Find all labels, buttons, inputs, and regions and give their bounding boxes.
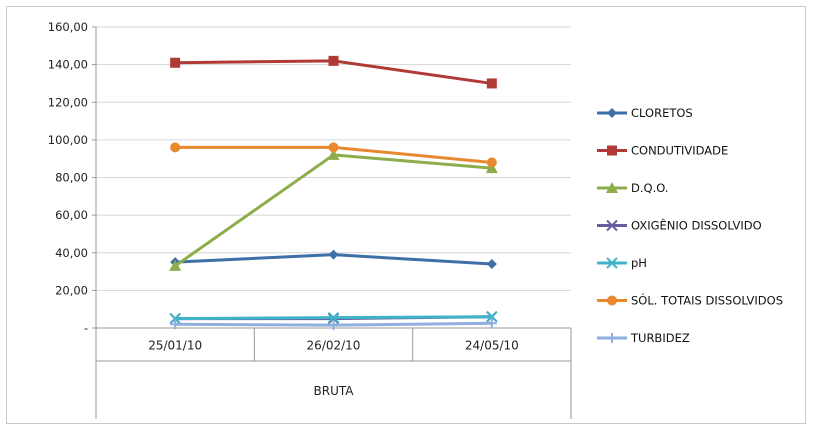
data-point [170, 57, 181, 68]
legend-item: CONDUTIVIDADE [597, 144, 728, 158]
x-category-label: 24/05/10 [465, 339, 519, 353]
data-point [485, 162, 498, 174]
data-point [169, 259, 182, 271]
legend-marker [607, 333, 617, 343]
y-tick-label: 40,00 [55, 246, 88, 260]
legend-marker [606, 182, 618, 193]
series-lines [169, 55, 498, 331]
data-point [328, 320, 339, 331]
legend-label: pH [631, 256, 647, 270]
data-point [328, 142, 339, 153]
line-chart: - 20,00 40,00 60,00 80,00 100,00 120,00 140,00 1… [48, 20, 783, 419]
series-6 [170, 318, 497, 331]
legend-item: TURBIDEZ [597, 331, 690, 345]
legend: CLORETOS CONDUTIVIDADE D.Q.O. OXIGÊNIO DISS… [597, 106, 783, 345]
data-point [328, 249, 339, 260]
legend-label: OXIGÊNIO DISSOLVIDO [631, 218, 762, 233]
axes [92, 26, 572, 419]
y-tick-label: 60,00 [55, 208, 88, 222]
data-point [327, 311, 340, 324]
data-point [328, 55, 339, 66]
legend-marker [607, 145, 617, 156]
legend-marker [606, 219, 618, 232]
legend-item: D.Q.O. [597, 181, 668, 195]
series-1 [170, 55, 497, 89]
data-point [486, 78, 497, 89]
y-tick-label: 100,00 [48, 133, 88, 147]
chart-frame: - 20,00 40,00 60,00 80,00 100,00 120,00 140,00 1… [6, 6, 806, 424]
data-point [486, 259, 497, 270]
x-category-label: 26/02/10 [307, 339, 361, 353]
y-tick-label: 140,00 [48, 58, 88, 72]
legend-marker [606, 257, 618, 269]
legend-item: OXIGÊNIO DISSOLVIDO [597, 218, 762, 233]
legend-item: CLORETOS [597, 106, 693, 120]
data-point [486, 311, 498, 323]
legend-label: SÓL. TOTAIS DISSOLVIDOS [631, 293, 783, 308]
legend-item: SÓL. TOTAIS DISSOLVIDOS [597, 293, 783, 308]
series-2 [169, 148, 498, 271]
y-tick-label: - [84, 321, 88, 335]
y-axis-ticks: - 20,00 40,00 60,00 80,00 100,00 120,00 140,00 1… [48, 20, 88, 335]
x-group-label: BRUTA [314, 384, 355, 398]
data-point [170, 319, 181, 330]
legend-label: TURBIDEZ [630, 331, 690, 345]
x-category-label: 25/01/10 [148, 339, 202, 353]
x-axis-categories: 25/01/10 26/02/10 24/05/10 BRUTA [148, 339, 519, 399]
y-tick-label: 160,00 [48, 20, 88, 34]
legend-marker [607, 108, 617, 118]
data-point [486, 157, 497, 168]
legend-label: D.Q.O. [631, 181, 668, 195]
series-line [174, 153, 492, 268]
y-tick-label: 20,00 [55, 283, 88, 297]
series-4 [169, 311, 498, 325]
data-point [327, 148, 340, 160]
legend-label: CONDUTIVIDADE [631, 144, 728, 158]
legend-label: CLORETOS [631, 106, 693, 120]
series-5 [170, 142, 497, 168]
y-tick-label: 120,00 [48, 95, 88, 109]
legend-marker [607, 295, 617, 306]
data-point [169, 312, 181, 325]
data-point [170, 142, 181, 153]
y-tick-label: 80,00 [55, 171, 88, 185]
data-point [486, 318, 497, 329]
legend-item: pH [597, 256, 647, 270]
